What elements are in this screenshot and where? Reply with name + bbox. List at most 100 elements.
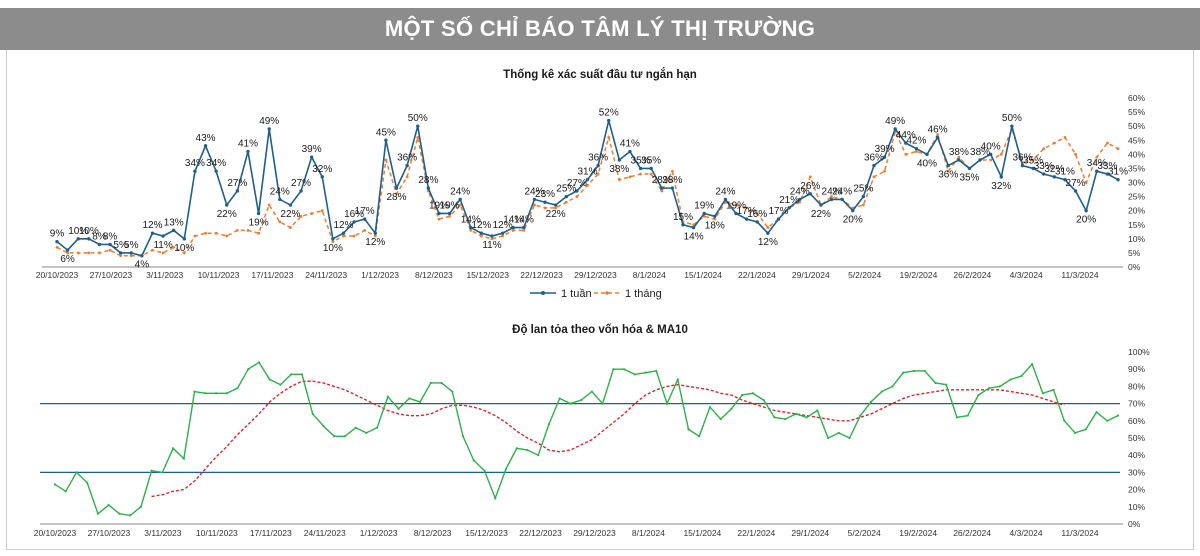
chart1-xtick-label: 3/11/2023 <box>146 270 183 280</box>
chart1-data-label: 34% <box>185 158 205 169</box>
chart2-point-breadth <box>365 431 368 434</box>
chart1-point-1-tuan <box>331 237 335 241</box>
chart1-point-1-tuan <box>935 135 940 140</box>
chart1-data-label: 5% <box>113 240 128 251</box>
chart1-point-1-tuan <box>787 206 791 210</box>
chart1-point-1-thang <box>1095 155 1099 159</box>
chart2-ytick-label: 90% <box>1128 364 1145 374</box>
chart1-data-label: 22% <box>217 209 237 220</box>
chart2-point-breadth <box>869 400 873 403</box>
chart1-data-label: 35% <box>959 172 979 183</box>
chart1-data-label: 5% <box>124 240 139 251</box>
chart1-point-1-tuan <box>299 189 303 193</box>
chart2-point-breadth <box>687 428 690 431</box>
chart1-ytick-label: 25% <box>1128 192 1145 202</box>
chart1-point-1-thang <box>872 175 876 179</box>
chart1-data-label: 8% <box>103 231 118 242</box>
chart1-point-1-tuan <box>341 231 346 235</box>
chart1-point-1-thang <box>469 228 473 232</box>
chart1-point-1-tuan <box>246 149 250 154</box>
chart1-point-1-thang <box>320 209 324 213</box>
chart1-ytick-label: 10% <box>1128 234 1145 244</box>
chart2-point-breadth <box>912 369 916 373</box>
chart2-point-breadth <box>698 435 701 438</box>
chart2-point-breadth <box>1052 388 1055 391</box>
chart1-data-label: 16% <box>344 209 364 220</box>
chart2-point-breadth <box>558 397 561 400</box>
chart1-point-1-tuan <box>829 197 834 202</box>
chart1-data-label: 19% <box>429 200 449 211</box>
chart1-point-1-tuan <box>691 225 696 230</box>
chart2-point-breadth <box>311 412 314 416</box>
chart1-data-label: 35% <box>631 155 651 166</box>
chart2-point-breadth <box>537 454 540 457</box>
chart1-data-label: 10% <box>79 226 99 237</box>
chart1-point-1-tuan <box>362 217 367 221</box>
chart1-point-1-tuan <box>235 189 240 193</box>
chart1-point-1-thang <box>151 248 154 252</box>
chart1-legend-1-tuan: 1 tuần <box>561 288 592 300</box>
chart1-point-1-thang <box>511 228 515 232</box>
chart1-title: Thống kê xác suất đầu tư ngắn hạn <box>503 68 697 81</box>
chart1-xtick-label: 8/1/2024 <box>633 270 666 280</box>
chart2-point-breadth <box>322 424 325 428</box>
chart1-data-label: 24% <box>524 186 544 197</box>
chart2-ytick-label: 70% <box>1128 399 1145 409</box>
chart2-ytick-label: 30% <box>1128 467 1145 477</box>
chart2-point-breadth <box>934 381 937 385</box>
chart1-point-1-thang <box>363 228 367 232</box>
chart2-ytick-label: 60% <box>1128 416 1145 426</box>
chart2-point-breadth <box>408 397 411 400</box>
chart1-point-1-tuan <box>352 220 356 224</box>
chart2-point-breadth <box>816 409 819 412</box>
chart1-point-1-thang <box>830 195 833 198</box>
chart1-xtick-label: 27/10/2023 <box>90 270 133 280</box>
chart1-point-1-thang <box>384 158 388 162</box>
chart1-point-1-tuan <box>55 239 59 244</box>
chart1-point-1-thang <box>395 192 398 196</box>
chart1-data-label: 25% <box>556 184 576 195</box>
chart1-point-1-thang <box>1105 141 1109 145</box>
chart1-ytick-label: 30% <box>1128 178 1145 188</box>
chart2-point-breadth <box>1073 431 1077 434</box>
chart2-point-breadth <box>676 378 679 381</box>
chart2-point-breadth <box>880 390 883 393</box>
chart1-point-1-tuan <box>140 254 144 258</box>
chart1-point-1-thang <box>129 254 133 258</box>
chart1-point-1-thang <box>87 251 91 255</box>
chart2-point-breadth <box>1106 419 1109 422</box>
chart2-xtick-label: 20/10/2023 <box>34 528 77 538</box>
chart1-point-1-thang <box>522 228 526 232</box>
chart1-point-1-tuan <box>861 194 866 199</box>
chart2-point-breadth <box>225 392 228 395</box>
chart2-xtick-label: 8/1/2024 <box>632 528 665 538</box>
chart2-point-breadth <box>655 369 658 373</box>
chart2-point-breadth <box>64 490 67 493</box>
chart1-point-1-thang <box>734 203 738 207</box>
chart2-point-breadth <box>515 447 518 450</box>
chart2-point-breadth <box>945 383 948 386</box>
chart1-point-1-thang <box>214 231 218 235</box>
chart1-xtick-label: 8/12/2023 <box>415 270 453 280</box>
chart1-data-label: 24% <box>832 186 852 197</box>
chart1-data-label: 36% <box>397 153 417 164</box>
chart1-data-label: 24% <box>715 186 735 197</box>
chart1-data-label: 38% <box>949 147 969 158</box>
chart1-data-label: 31% <box>1055 167 1075 178</box>
chart1-point-1-tuan <box>118 251 123 255</box>
chart1-point-1-tuan <box>405 163 409 168</box>
chart1-point-1-tuan <box>384 138 388 142</box>
chart1-point-1-thang <box>649 172 653 176</box>
chart2-point-breadth <box>236 387 239 390</box>
chart1-point-1-thang <box>76 251 80 255</box>
chart1-data-label: 28% <box>652 175 672 186</box>
chart2-point-breadth <box>1041 392 1044 395</box>
chart1-point-1-thang <box>257 231 260 235</box>
chart1-point-1-thang <box>999 152 1003 156</box>
chart1-point-1-tuan <box>872 163 876 168</box>
chart1-point-1-tuan <box>808 192 813 196</box>
chart1-point-1-tuan <box>1073 189 1078 193</box>
chart1-point-1-tuan <box>628 149 632 154</box>
chart2-point-breadth <box>139 505 142 508</box>
chart1-ytick-label: 60% <box>1128 93 1145 103</box>
